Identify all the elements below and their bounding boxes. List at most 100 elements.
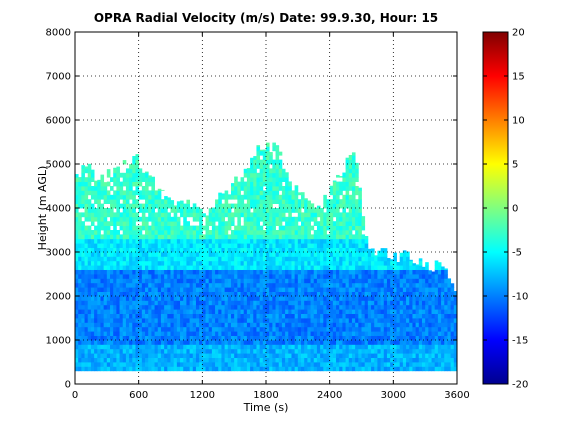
heatmap-cell — [285, 221, 289, 226]
heatmap-cell — [345, 164, 350, 169]
heatmap-cell — [176, 247, 181, 253]
heatmap-cell — [418, 366, 423, 372]
heatmap-cell — [211, 357, 216, 363]
heatmap-cell — [230, 203, 235, 209]
heatmap-cell — [250, 348, 254, 354]
heatmap-cell — [281, 300, 286, 306]
heatmap-cell — [444, 291, 448, 297]
heatmap-cell — [425, 322, 429, 328]
heatmap-cell — [278, 274, 283, 279]
heatmap-cell — [224, 296, 229, 301]
heatmap-cell — [97, 357, 101, 363]
heatmap-cell — [122, 265, 127, 270]
heatmap-cell — [110, 357, 114, 363]
heatmap-cell — [380, 287, 385, 292]
heatmap-cell — [329, 185, 334, 187]
heatmap-cell — [87, 322, 92, 328]
heatmap-cell — [183, 278, 187, 284]
heatmap-cell — [145, 335, 149, 341]
heatmap-cell — [183, 230, 187, 235]
heatmap-cell — [87, 252, 92, 257]
heatmap-cell — [441, 326, 445, 332]
heatmap-cell — [218, 256, 222, 262]
heatmap-cell — [406, 344, 410, 350]
heatmap-cell — [192, 318, 197, 323]
heatmap-cell — [234, 340, 238, 345]
heatmap-cell — [425, 344, 429, 350]
heatmap-cell — [167, 296, 171, 301]
heatmap-cell — [100, 190, 105, 196]
heatmap-cell — [418, 357, 423, 363]
heatmap-cell — [167, 212, 171, 218]
heatmap-cell — [332, 322, 337, 328]
heatmap-cell — [240, 353, 245, 358]
heatmap-cell — [275, 145, 280, 147]
heatmap-cell — [215, 300, 219, 306]
heatmap-cell — [351, 172, 356, 178]
heatmap-cell — [444, 366, 448, 372]
heatmap-cell — [100, 318, 105, 323]
heatmap-cell — [253, 309, 257, 314]
heatmap-cell — [364, 243, 369, 248]
heatmap-cell — [100, 340, 105, 345]
heatmap-cell — [415, 304, 420, 310]
heatmap-cell — [367, 357, 372, 363]
heatmap-cell — [135, 186, 140, 191]
heatmap-cell — [253, 296, 257, 301]
heatmap-cell — [380, 265, 385, 270]
heatmap-cell — [110, 256, 114, 262]
heatmap-cell — [336, 309, 340, 314]
heatmap-cell — [345, 322, 350, 328]
heatmap-cell — [119, 216, 124, 222]
heatmap-cell — [351, 256, 356, 262]
heatmap-cell — [129, 212, 133, 218]
heatmap-cell — [106, 243, 111, 248]
heatmap-cell — [186, 282, 190, 288]
heatmap-cell — [154, 194, 159, 200]
heatmap-cell — [151, 194, 155, 200]
heatmap-cell — [262, 190, 267, 196]
heatmap-cell — [78, 199, 82, 204]
heatmap-cell — [106, 199, 111, 204]
heatmap-cell — [106, 256, 111, 262]
heatmap-cell — [250, 322, 254, 328]
heatmap-cell — [84, 362, 89, 367]
heatmap-cell — [113, 260, 117, 266]
heatmap-cell — [256, 326, 261, 332]
heatmap-cell — [154, 238, 159, 244]
heatmap-cell — [132, 225, 136, 231]
heatmap-cell — [211, 278, 216, 284]
heatmap-cell — [278, 362, 283, 367]
heatmap-cell — [262, 362, 267, 367]
heatmap-cell — [266, 142, 270, 147]
heatmap-cell — [259, 265, 264, 270]
heatmap-cell — [237, 181, 241, 187]
heatmap-cell — [176, 326, 181, 332]
heatmap-cell — [119, 172, 124, 178]
heatmap-cell — [234, 318, 238, 323]
heatmap-cell — [345, 340, 350, 345]
heatmap-cell — [310, 265, 315, 270]
heatmap-cell — [345, 159, 350, 165]
heatmap-cell — [425, 318, 429, 323]
heatmap-cell — [125, 269, 130, 275]
heatmap-cell — [237, 282, 241, 288]
heatmap-cell — [164, 203, 168, 209]
heatmap-cell — [170, 304, 175, 310]
heatmap-cell — [336, 243, 340, 248]
heatmap-cell — [78, 256, 82, 262]
heatmap-cell — [227, 340, 232, 345]
heatmap-cell — [246, 230, 251, 235]
heatmap-cell — [164, 304, 168, 310]
heatmap-cell — [199, 269, 203, 275]
heatmap-cell — [75, 212, 79, 218]
heatmap-cell — [361, 260, 366, 266]
heatmap-cell — [358, 335, 362, 341]
heatmap-cell — [122, 340, 127, 345]
heatmap-cell — [275, 172, 280, 178]
heatmap-cell — [259, 190, 264, 196]
heatmap-cell — [412, 322, 417, 328]
heatmap-cell — [94, 186, 98, 191]
heatmap-cell — [351, 190, 356, 196]
heatmap-cell — [250, 252, 254, 257]
